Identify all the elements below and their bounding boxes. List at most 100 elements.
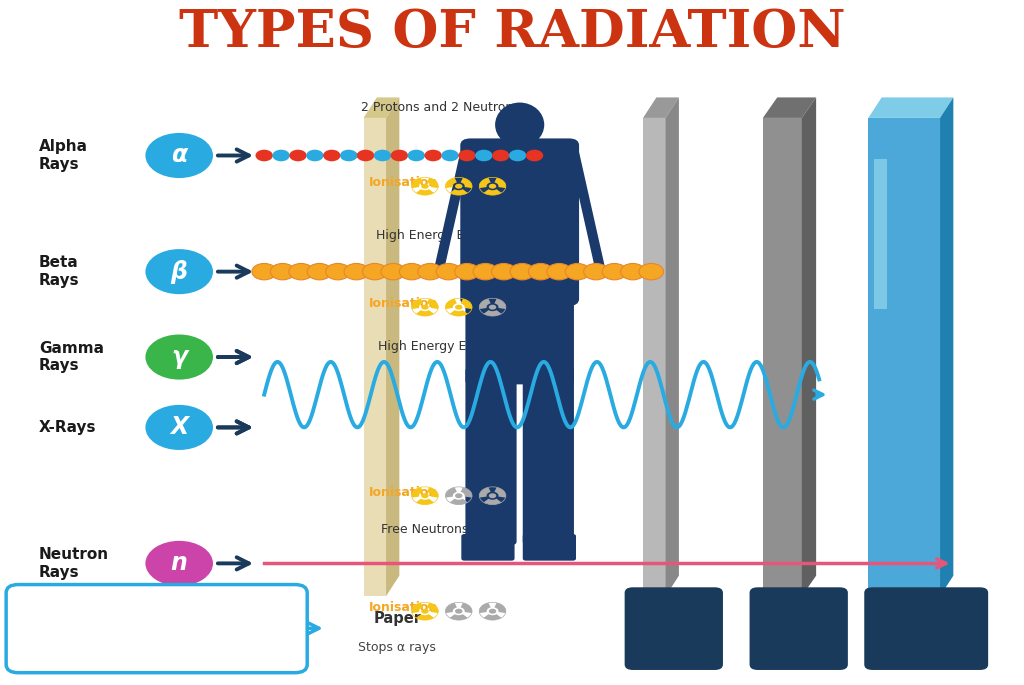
Polygon shape — [763, 97, 816, 118]
Circle shape — [547, 264, 571, 280]
Wedge shape — [412, 178, 423, 188]
Circle shape — [399, 264, 424, 280]
Circle shape — [145, 249, 213, 294]
Wedge shape — [479, 487, 490, 497]
Circle shape — [374, 150, 391, 161]
Wedge shape — [416, 310, 434, 316]
Polygon shape — [940, 97, 953, 596]
Text: γ: γ — [171, 345, 187, 369]
Wedge shape — [412, 299, 423, 309]
Polygon shape — [569, 152, 606, 275]
Wedge shape — [495, 487, 506, 497]
FancyBboxPatch shape — [460, 138, 580, 306]
Circle shape — [488, 609, 497, 614]
Wedge shape — [450, 189, 468, 195]
Wedge shape — [445, 603, 457, 613]
Circle shape — [307, 264, 332, 280]
Circle shape — [145, 133, 213, 178]
Polygon shape — [666, 97, 679, 596]
FancyBboxPatch shape — [465, 367, 516, 545]
Polygon shape — [364, 97, 399, 118]
Wedge shape — [412, 487, 423, 497]
FancyBboxPatch shape — [643, 118, 666, 596]
Text: Thick Lead: Thick Lead — [761, 609, 837, 622]
Wedge shape — [445, 487, 457, 497]
Circle shape — [584, 264, 608, 280]
Wedge shape — [495, 603, 506, 613]
Circle shape — [306, 150, 324, 161]
Circle shape — [324, 150, 341, 161]
Wedge shape — [483, 499, 502, 505]
Wedge shape — [427, 603, 438, 613]
Text: X: X — [170, 415, 188, 439]
Text: TYPES OF RADIATION: TYPES OF RADIATION — [178, 7, 846, 58]
Circle shape — [381, 264, 406, 280]
Text: n: n — [171, 551, 187, 575]
Circle shape — [436, 264, 461, 280]
Circle shape — [493, 150, 510, 161]
Polygon shape — [386, 97, 399, 596]
Circle shape — [362, 264, 387, 280]
Circle shape — [492, 264, 516, 280]
FancyBboxPatch shape — [522, 367, 573, 545]
Wedge shape — [461, 299, 472, 309]
Wedge shape — [479, 299, 490, 309]
Text: Ionisation: Ionisation — [369, 601, 438, 614]
FancyBboxPatch shape — [625, 587, 723, 670]
Circle shape — [488, 305, 497, 310]
Wedge shape — [445, 178, 457, 188]
Text: Neutron
Rays: Neutron Rays — [39, 547, 109, 580]
Circle shape — [256, 150, 272, 161]
Wedge shape — [479, 603, 490, 613]
Text: Water or Concrete: Water or Concrete — [862, 609, 990, 622]
Text: α: α — [171, 143, 187, 168]
Circle shape — [421, 493, 429, 498]
Circle shape — [459, 150, 476, 161]
Circle shape — [455, 264, 479, 280]
Wedge shape — [416, 189, 434, 195]
Wedge shape — [450, 310, 468, 316]
Wedge shape — [495, 178, 506, 188]
FancyBboxPatch shape — [874, 159, 887, 309]
Text: Paper: Paper — [374, 611, 421, 626]
Circle shape — [509, 150, 526, 161]
Circle shape — [418, 264, 442, 280]
Circle shape — [488, 184, 497, 189]
Wedge shape — [483, 614, 502, 620]
Wedge shape — [461, 178, 472, 188]
Circle shape — [145, 334, 213, 379]
Text: 2 Protons and 2 Neutrons: 2 Protons and 2 Neutrons — [360, 101, 520, 114]
Circle shape — [455, 609, 463, 614]
Circle shape — [421, 184, 429, 189]
Text: How Penetrating?: How Penetrating? — [73, 619, 241, 637]
Polygon shape — [643, 97, 679, 118]
Polygon shape — [802, 97, 816, 596]
Text: Ionisation: Ionisation — [369, 297, 438, 310]
Wedge shape — [450, 499, 468, 505]
Circle shape — [357, 150, 375, 161]
FancyBboxPatch shape — [522, 534, 575, 560]
Circle shape — [473, 264, 498, 280]
Circle shape — [441, 150, 459, 161]
Wedge shape — [412, 603, 423, 613]
Circle shape — [340, 150, 357, 161]
Circle shape — [526, 150, 544, 161]
Circle shape — [602, 264, 627, 280]
FancyBboxPatch shape — [461, 534, 514, 560]
Circle shape — [475, 150, 493, 161]
Text: Gamma
Rays: Gamma Rays — [39, 341, 103, 373]
Circle shape — [408, 150, 425, 161]
Circle shape — [455, 184, 463, 189]
Circle shape — [252, 264, 276, 280]
Text: Stops γ, X rays: Stops γ, X rays — [755, 638, 843, 651]
Circle shape — [425, 150, 442, 161]
Circle shape — [421, 609, 429, 614]
Circle shape — [455, 305, 463, 310]
Circle shape — [391, 150, 409, 161]
Wedge shape — [495, 299, 506, 309]
Wedge shape — [479, 178, 490, 188]
Circle shape — [621, 264, 645, 280]
Circle shape — [290, 150, 307, 161]
Circle shape — [145, 541, 213, 586]
FancyBboxPatch shape — [465, 286, 573, 384]
